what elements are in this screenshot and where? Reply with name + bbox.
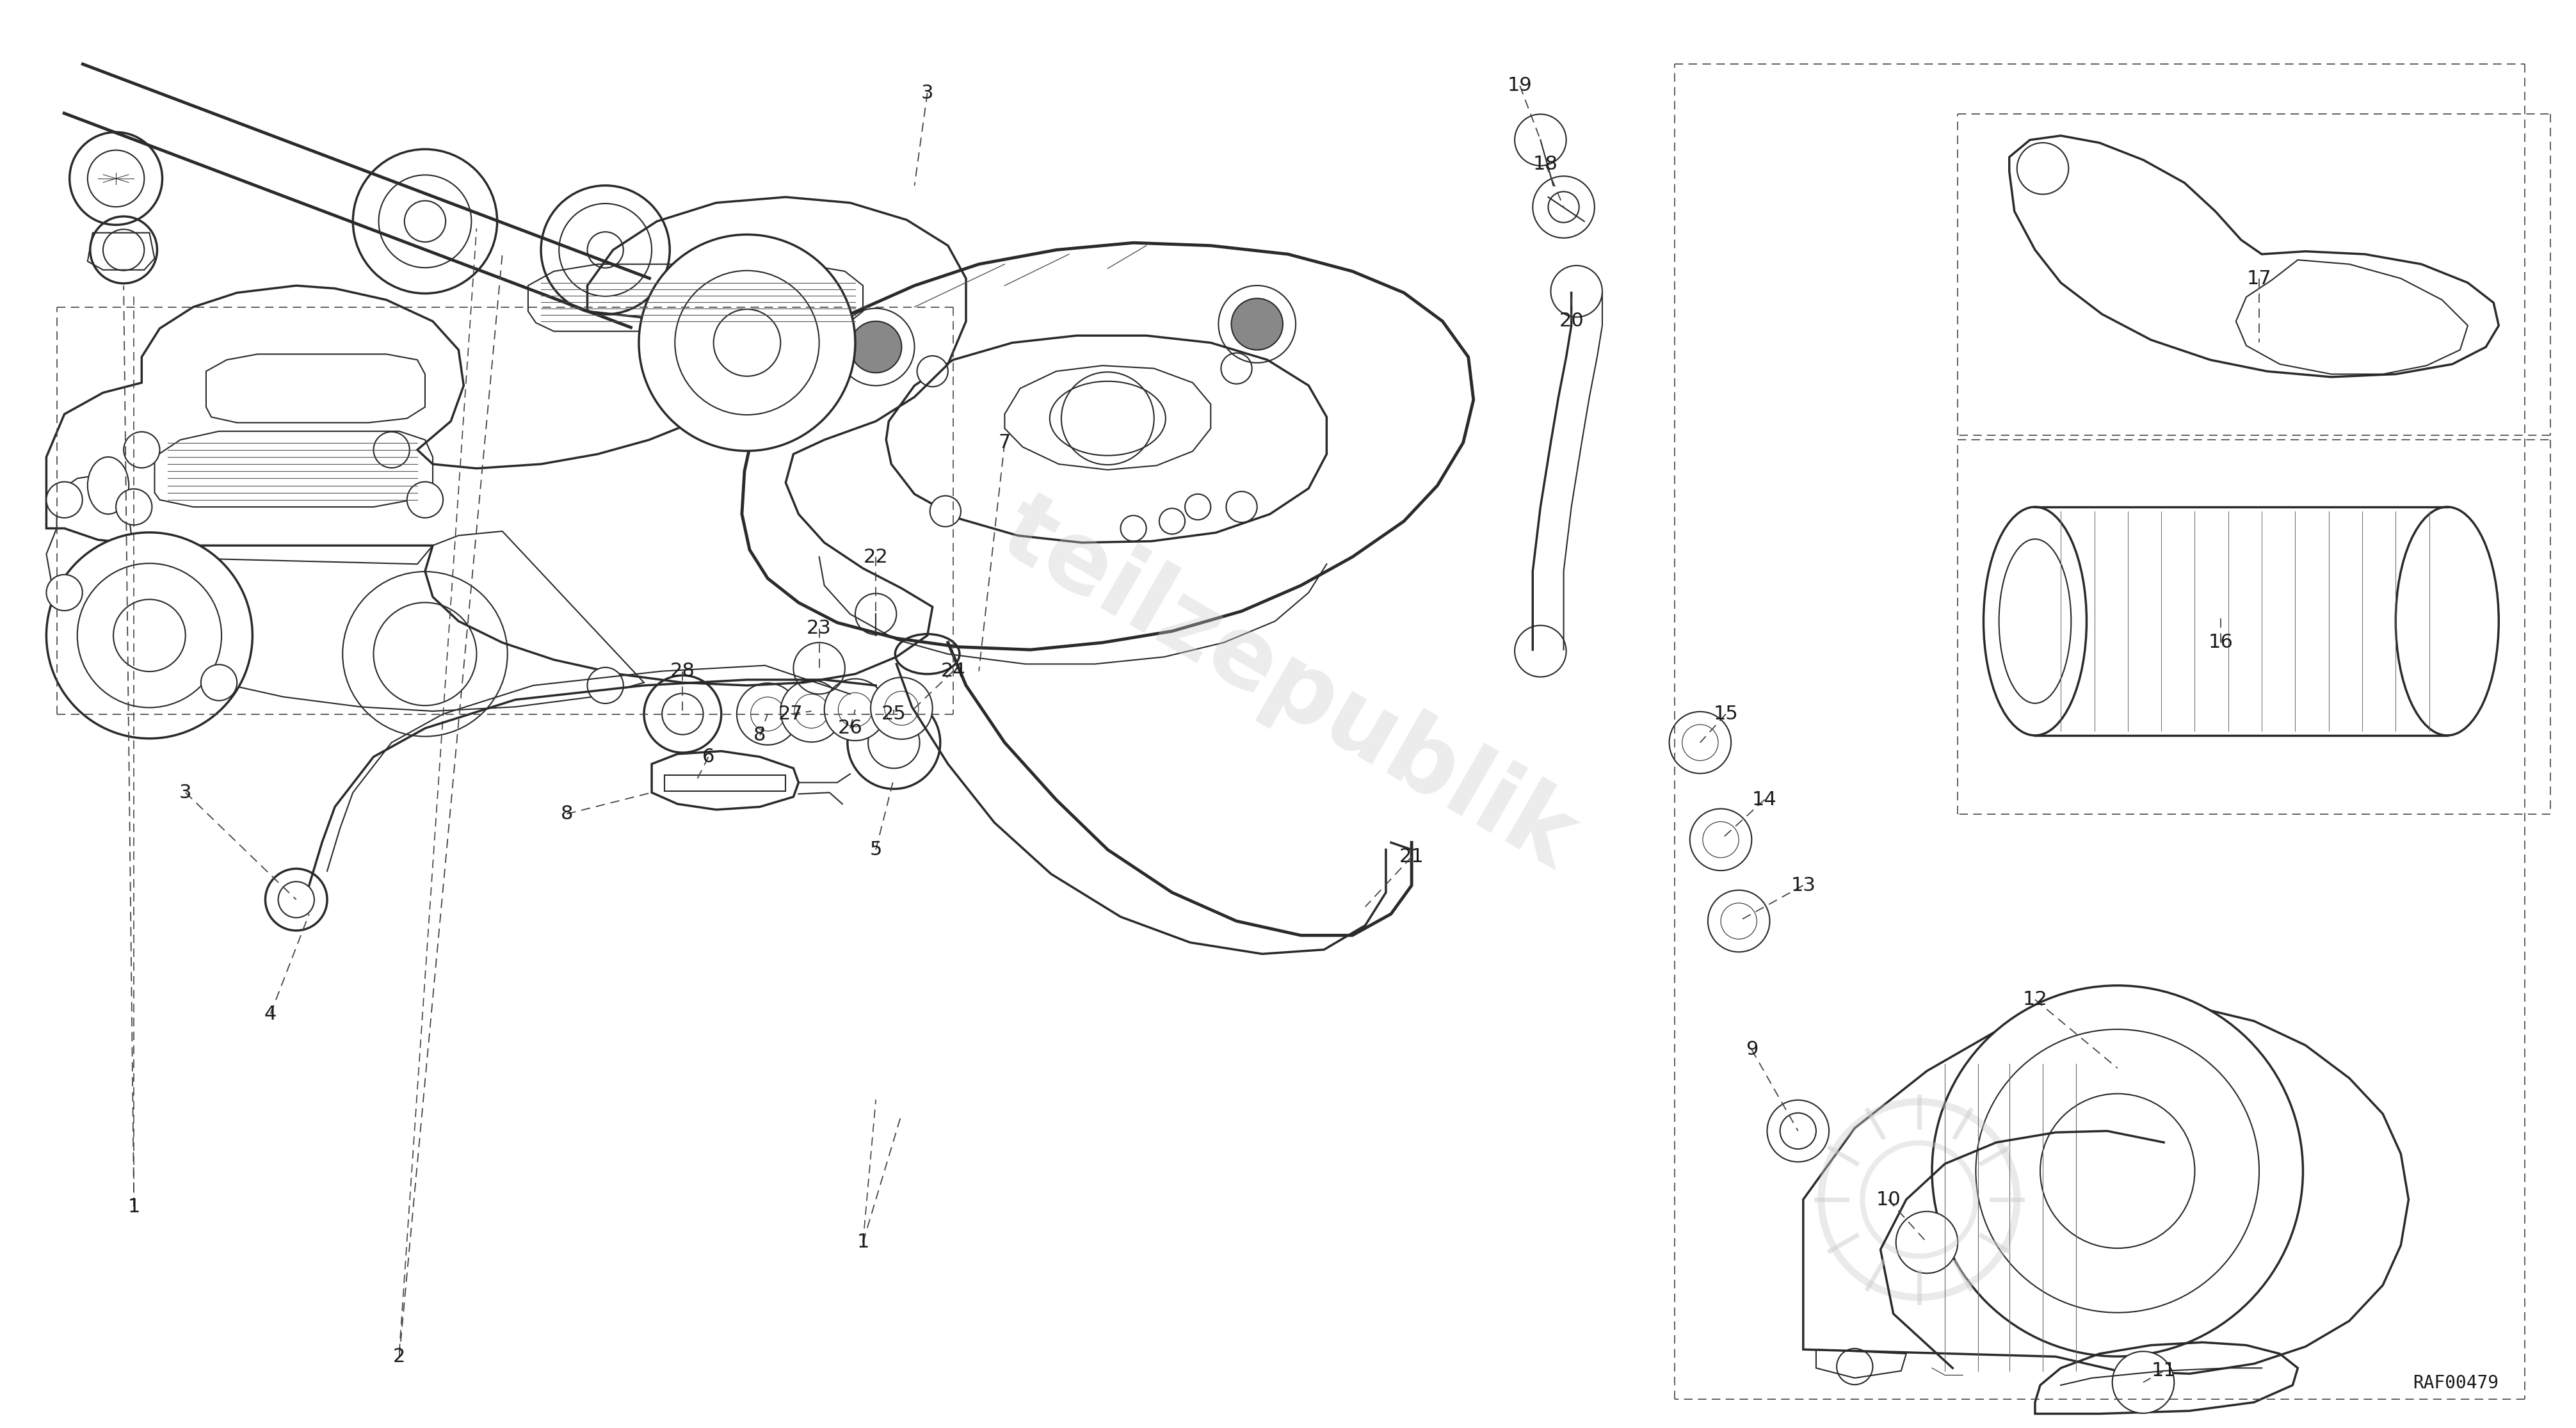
Circle shape [2112, 1351, 2174, 1414]
Circle shape [644, 675, 721, 753]
Text: 10: 10 [1875, 1191, 1901, 1208]
Text: 9: 9 [1747, 1041, 1757, 1058]
Text: 11: 11 [2151, 1362, 2177, 1379]
Circle shape [2017, 143, 2069, 194]
Circle shape [1669, 711, 1731, 774]
Text: 3: 3 [180, 784, 191, 801]
Circle shape [587, 667, 623, 704]
Text: 6: 6 [703, 748, 714, 765]
Circle shape [1231, 298, 1283, 350]
Text: 2: 2 [394, 1348, 404, 1365]
Text: 28: 28 [670, 663, 696, 680]
Ellipse shape [1984, 507, 2087, 735]
Text: 19: 19 [1507, 77, 1533, 94]
Text: 1: 1 [129, 1198, 139, 1215]
Circle shape [1690, 808, 1752, 871]
Text: 16: 16 [2208, 634, 2233, 651]
Text: 20: 20 [1558, 313, 1584, 330]
Circle shape [639, 234, 855, 451]
Text: 7: 7 [999, 434, 1010, 451]
Text: 23: 23 [806, 620, 832, 637]
Circle shape [46, 481, 82, 518]
Text: 3: 3 [922, 84, 933, 101]
Text: 27: 27 [778, 705, 804, 723]
Circle shape [1708, 890, 1770, 952]
Circle shape [407, 481, 443, 518]
Text: 26: 26 [837, 720, 863, 737]
Circle shape [737, 683, 799, 745]
Text: 4: 4 [265, 1005, 276, 1022]
Circle shape [848, 697, 940, 788]
Circle shape [353, 149, 497, 294]
Circle shape [124, 431, 160, 468]
Text: 18: 18 [1533, 156, 1558, 173]
Circle shape [116, 488, 152, 526]
Circle shape [930, 496, 961, 527]
Circle shape [917, 356, 948, 387]
Circle shape [46, 533, 252, 738]
Text: 13: 13 [1790, 877, 1816, 894]
Text: teilzepublik: teilzepublik [984, 483, 1592, 888]
Text: 5: 5 [871, 841, 881, 858]
Circle shape [781, 680, 842, 743]
Circle shape [1226, 491, 1257, 523]
Text: RAF00479: RAF00479 [2414, 1374, 2499, 1392]
Circle shape [1551, 266, 1602, 317]
Text: 14: 14 [1752, 791, 1777, 808]
Text: 1: 1 [858, 1234, 868, 1251]
Circle shape [850, 321, 902, 373]
Text: 12: 12 [2022, 991, 2048, 1008]
Circle shape [201, 664, 237, 701]
Circle shape [374, 431, 410, 468]
Text: 25: 25 [881, 705, 907, 723]
Circle shape [1896, 1211, 1958, 1274]
Circle shape [1932, 985, 2303, 1357]
Circle shape [871, 677, 933, 740]
Text: 8: 8 [755, 727, 765, 744]
Text: 24: 24 [940, 663, 966, 680]
Circle shape [1767, 1100, 1829, 1162]
Text: 8: 8 [562, 805, 572, 823]
Circle shape [1221, 353, 1252, 384]
Text: 22: 22 [863, 548, 889, 565]
Text: 17: 17 [2246, 270, 2272, 287]
Circle shape [46, 574, 82, 611]
Circle shape [824, 678, 886, 741]
Text: 15: 15 [1713, 705, 1739, 723]
Circle shape [1515, 625, 1566, 677]
Ellipse shape [88, 457, 129, 514]
Text: 21: 21 [1399, 848, 1425, 865]
